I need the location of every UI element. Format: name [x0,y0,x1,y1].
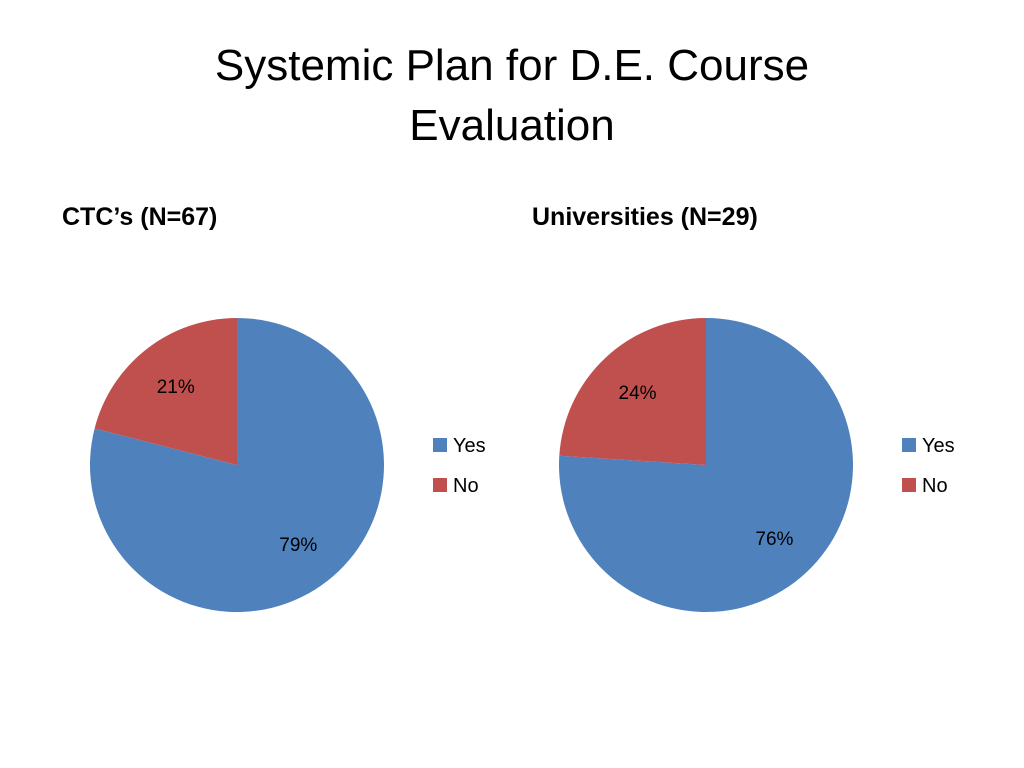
legend-label-no: No [453,475,479,497]
pie-slice-no [94,318,237,465]
data-label-no: 21% [157,377,195,398]
legend-swatch-yes [433,438,447,452]
legend-swatch-yes [902,438,916,452]
slide-title-line-1: Systemic Plan for D.E. Course [214,41,810,90]
slide-title: Systemic Plan for D.E. Course Evaluation [112,36,912,156]
data-label-no: 24% [619,383,657,404]
pie-chart-1: 76% 24% Yes No [559,318,955,612]
data-label-yes: 79% [279,535,317,556]
chart-title-ctcs: CTC’s (N=67) [62,203,218,231]
legend-swatch-no [433,478,447,492]
chart-title-universities: Universities (N=29) [532,203,758,231]
pie-slice-no [559,318,706,465]
legend-label-yes: Yes [453,435,486,457]
slide-title-line-2: Evaluation [409,101,615,150]
legend-swatch-no [902,478,916,492]
legend-label-yes: Yes [922,435,955,457]
legend-label-no: No [922,475,948,497]
pie-chart-0: 79% 21% Yes No [90,318,486,612]
data-label-yes: 76% [755,529,793,550]
